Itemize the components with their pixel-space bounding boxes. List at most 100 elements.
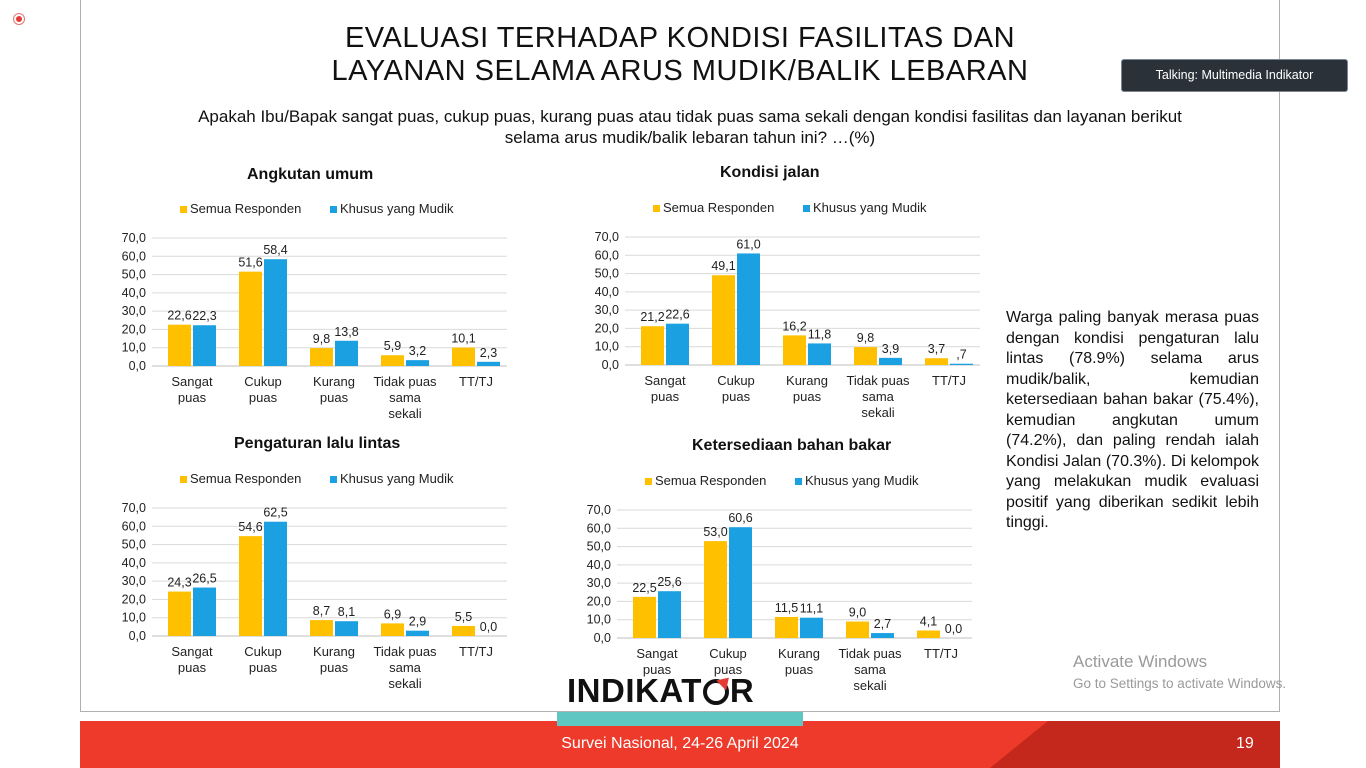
bar-value-label: 8,7 [313, 604, 330, 618]
chart-legend: Semua Responden Khusus yang Mudik [645, 473, 919, 488]
category-label: Cukup puas [244, 644, 282, 675]
category-label: Sangat puas [644, 373, 686, 404]
bar [783, 335, 806, 365]
category-label: Cukup puas [717, 373, 755, 404]
bar-value-label: 22,6 [167, 309, 191, 323]
chart-title-kondisi-jalan: Kondisi jalan [720, 164, 820, 181]
bar-value-label: 6,9 [384, 607, 401, 621]
category-label: TT/TJ [459, 644, 493, 659]
bar-value-label: 22,6 [665, 308, 689, 322]
chart-kondisi-jalan: Semua Responden Khusus yang Mudik 0,0 10,0 2… [588, 197, 988, 432]
y-tick-label: 60,0 [595, 248, 619, 262]
bar [239, 536, 262, 636]
page-number: 19 [1236, 735, 1254, 752]
bar-value-label: 10,1 [451, 332, 475, 346]
bar [800, 617, 823, 638]
bar [950, 363, 973, 365]
bar-value-label: 54,6 [238, 520, 262, 534]
y-tick-label: 70,0 [122, 501, 146, 515]
chart-legend: Semua Responden Khusus yang Mudik [180, 471, 454, 486]
chart-legend: Semua Responden Khusus yang Mudik [180, 201, 454, 216]
y-tick-label: 50,0 [587, 540, 611, 554]
bar-value-label: 3,7 [928, 342, 945, 356]
bar [917, 630, 940, 638]
category-label: Cukup puas [244, 374, 282, 405]
y-tick-label: 0,0 [129, 359, 146, 373]
bar [729, 527, 752, 638]
legend-label: Khusus yang Mudik [340, 201, 454, 216]
bar [239, 271, 262, 366]
bar [658, 591, 681, 638]
legend-label: Khusus yang Mudik [813, 200, 927, 215]
bar-value-label: 21,2 [640, 310, 664, 324]
bar [381, 355, 404, 366]
bar-value-label: 26,5 [192, 572, 216, 586]
y-tick-label: 70,0 [122, 231, 146, 245]
legend-swatch [653, 205, 660, 212]
y-tick-label: 40,0 [587, 558, 611, 572]
y-tick-label: 0,0 [602, 358, 619, 372]
bar-value-label: 25,6 [657, 575, 681, 589]
bar [712, 275, 735, 365]
category-label: Kurang puas [786, 373, 828, 404]
survey-question: Apakah Ibu/Bapak sangat puas, cukup puas… [198, 107, 1182, 147]
bar-value-label: 9,8 [313, 332, 330, 346]
y-tick-label: 20,0 [595, 321, 619, 335]
category-label: Sangat puas [636, 646, 678, 677]
bar-value-label: ,7 [956, 348, 966, 362]
bar [335, 621, 358, 636]
bar [808, 343, 831, 365]
bar [775, 616, 798, 638]
y-tick-label: 60,0 [122, 249, 146, 263]
y-tick-label: 10,0 [122, 341, 146, 355]
chart-angkutan-umum: Semua Responden Khusus yang Mudik 0,0 10,0 2… [115, 198, 515, 433]
legend-label: Semua Responden [663, 200, 774, 215]
y-tick-label: 50,0 [122, 268, 146, 282]
bar [871, 633, 894, 638]
footer-bar [80, 721, 1280, 768]
bar [193, 325, 216, 366]
bar [381, 623, 404, 636]
legend-swatch [803, 205, 810, 212]
y-tick-label: 70,0 [595, 230, 619, 244]
legend-swatch [795, 478, 802, 485]
chart-title-pengaturan-lalu-lintas: Pengaturan lalu lintas [234, 435, 401, 452]
bar-value-label: 5,5 [455, 610, 472, 624]
activate-windows-subtitle: Go to Settings to activate Windows. [1073, 676, 1287, 691]
y-tick-label: 10,0 [595, 340, 619, 354]
y-tick-label: 60,0 [587, 521, 611, 535]
bar [846, 621, 869, 638]
bar [641, 326, 664, 365]
bar [193, 587, 216, 636]
bar-value-label: 22,5 [632, 581, 656, 595]
bar [477, 361, 500, 366]
y-tick-label: 20,0 [587, 594, 611, 608]
bar [406, 630, 429, 636]
legend-swatch [645, 478, 652, 485]
bar-value-label: 11,5 [775, 601, 798, 615]
legend-swatch [180, 476, 187, 483]
bar [704, 541, 727, 638]
category-label: Tidak puas sama sekali [846, 373, 910, 420]
insight-text: Warga paling banyak merasa puas dengan k… [1006, 309, 1259, 531]
chart-legend: Semua Responden Khusus yang Mudik [653, 200, 927, 215]
slide-title: EVALUASI TERHADAP KONDISI FASILITAS DAN … [300, 22, 1060, 88]
category-label: TT/TJ [932, 373, 966, 388]
y-tick-label: 0,0 [594, 631, 611, 645]
category-label: Tidak puas sama sekali [373, 644, 437, 691]
y-tick-label: 30,0 [595, 303, 619, 317]
bar-value-label: 3,2 [409, 344, 426, 358]
bar-value-label: 9,0 [849, 606, 866, 620]
category-label: Cukup puas [709, 646, 747, 677]
legend-label: Khusus yang Mudik [340, 471, 454, 486]
y-tick-label: 20,0 [122, 592, 146, 606]
y-tick-label: 60,0 [122, 519, 146, 533]
y-tick-label: 30,0 [587, 576, 611, 590]
y-tick-label: 30,0 [122, 304, 146, 318]
y-tick-label: 10,0 [587, 613, 611, 627]
category-label: TT/TJ [459, 374, 493, 389]
bar [335, 340, 358, 366]
category-label: Tidak puas sama sekali [838, 646, 902, 693]
bar-value-label: 0,0 [480, 620, 497, 634]
y-tick-label: 50,0 [595, 267, 619, 281]
